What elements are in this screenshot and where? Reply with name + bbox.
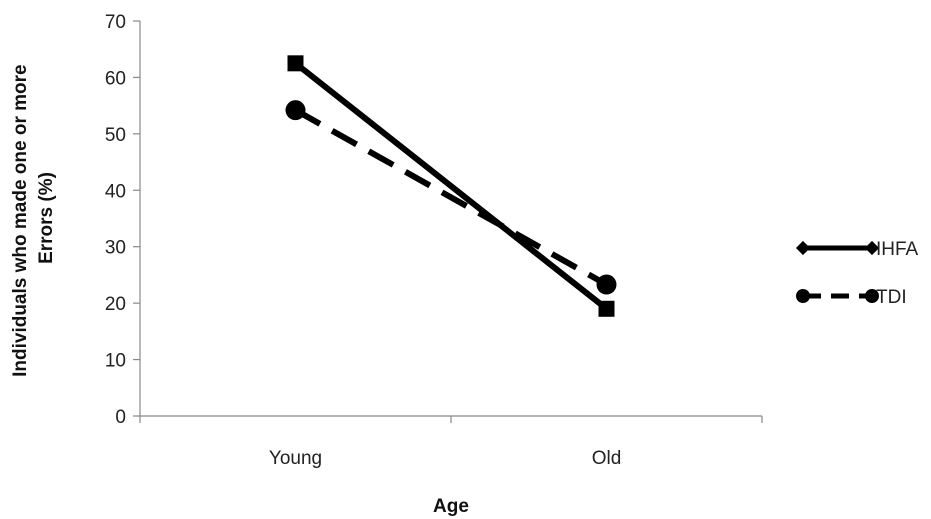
legend-circle-icon — [796, 289, 810, 303]
legend-item-ihfa: IHFA — [795, 239, 919, 260]
x-axis-ticks: Young Old — [139, 416, 763, 469]
point-ihfa-old — [598, 300, 615, 317]
legend-diamond-icon — [795, 240, 811, 256]
series-ihfa — [287, 55, 615, 317]
point-tdi-old — [596, 274, 617, 295]
y-axis-title-line-2: Errors (%) — [36, 172, 57, 264]
series-line-ihfa — [293, 60, 609, 312]
legend-item-tdi: TDI — [796, 287, 907, 308]
y-tick-label: 50 — [105, 125, 126, 146]
legend: IHFA TDI — [795, 239, 919, 308]
y-tick-label: 60 — [105, 68, 126, 89]
y-tick-label: 10 — [105, 351, 126, 372]
series-tdi — [285, 100, 617, 295]
x-tick-label: Old — [592, 448, 622, 469]
y-tick-label: 30 — [105, 238, 126, 259]
y-tick-label: 70 — [105, 12, 126, 33]
y-axis-title: Individuals who made one or more Errors … — [10, 59, 57, 377]
x-axis-title: Age — [433, 496, 469, 517]
legend-label: IHFA — [876, 239, 919, 260]
legend-label: TDI — [876, 287, 907, 308]
y-axis-title-line-1: Individuals who made one or more — [10, 64, 31, 377]
point-ihfa-young — [287, 55, 304, 72]
y-tick-label: 20 — [105, 294, 126, 315]
legend-circle-icon — [865, 289, 879, 303]
series-line-tdi — [294, 107, 608, 288]
y-tick-label: 0 — [115, 407, 126, 428]
x-tick-label: Young — [269, 448, 322, 469]
series-layer — [285, 55, 617, 317]
point-tdi-young — [285, 100, 306, 121]
legend-diamond-icon — [864, 240, 880, 256]
y-axis-ticks: 0 10 20 30 40 50 60 70 — [105, 12, 140, 428]
y-tick-label: 40 — [105, 181, 126, 202]
